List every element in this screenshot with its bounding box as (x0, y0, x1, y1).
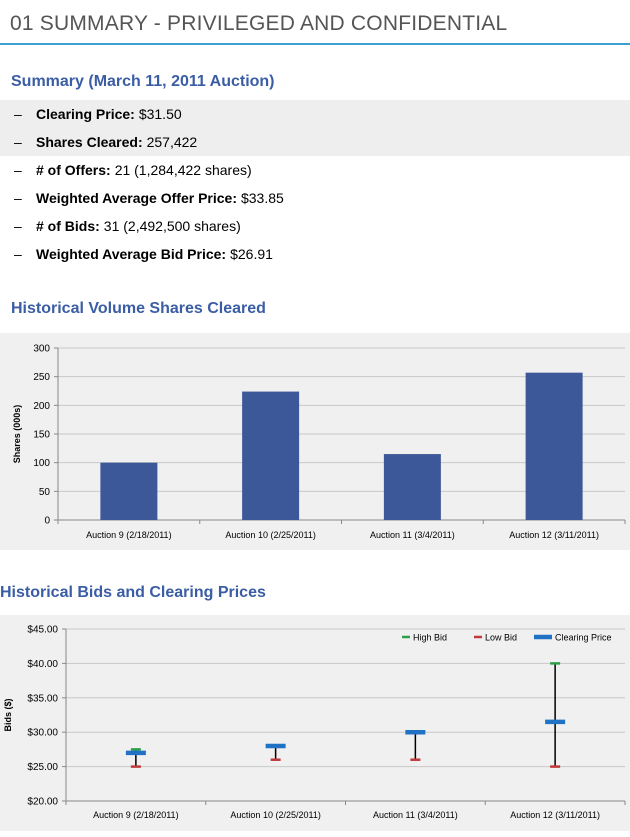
summary-item: – Clearing Price: $31.50 (0, 100, 630, 128)
x-tick-label: Auction 12 (3/11/2011) (510, 810, 600, 820)
y-tick-label: $40.00 (27, 659, 58, 670)
bar (383, 454, 441, 520)
y-tick-label: 250 (33, 372, 50, 383)
summary-list: – Clearing Price: $31.50 – Shares Cleare… (0, 100, 630, 268)
y-tick-label: 300 (33, 344, 50, 355)
y-tick-label: $20.00 (27, 797, 58, 808)
summary-item-value: 31 (2,492,500 shares) (103, 218, 241, 234)
x-tick-label: Auction 12 (3/11/2011) (509, 530, 599, 540)
legend-label: High Bid (413, 633, 447, 643)
summary-item-label: Weighted Average Bid Price: (36, 246, 227, 262)
summary-item-label: # of Offers: (36, 162, 111, 178)
y-tick-label: 0 (44, 516, 50, 527)
bar (242, 391, 300, 520)
summary-item-value: 257,422 (146, 134, 198, 150)
y-tick-label: $25.00 (27, 762, 58, 773)
summary-heading: Summary (March 11, 2011 Auction) (11, 73, 275, 90)
summary-item-value: $33.85 (240, 190, 284, 206)
volume-chart-heading: Historical Volume Shares Cleared (11, 300, 266, 317)
y-tick-label: $35.00 (27, 693, 58, 704)
legend-label: Low Bid (485, 633, 517, 643)
bar (100, 462, 158, 520)
list-dash: – (14, 246, 22, 262)
y-tick-label: 150 (33, 430, 50, 441)
y-axis-title: Shares (000s) (12, 405, 22, 464)
y-tick-label: $30.00 (27, 728, 58, 739)
summary-item-label: Clearing Price: (36, 106, 135, 122)
bids-range-chart: $20.00 $25.00 $30.00 $35.00 $40.00 $45.00 Bids… (3, 625, 626, 820)
list-dash: – (14, 106, 22, 122)
y-tick-label: $45.00 (27, 625, 58, 636)
summary-item: – Shares Cleared: 257,422 (0, 128, 630, 156)
x-tick-label: Auction 11 (3/4/2011) (373, 810, 458, 820)
summary-item: – Weighted Average Bid Price: $26.91 (0, 240, 630, 268)
summary-item-value: $26.91 (230, 246, 273, 262)
summary-item-value: 21 (1,284,422 shares) (114, 162, 252, 178)
y-tick-label: 50 (39, 487, 51, 498)
x-tick-label: Auction 9 (2/18/2011) (86, 530, 171, 540)
y-tick-label: 100 (33, 458, 50, 469)
summary-item-label: # of Bids: (36, 218, 100, 234)
summary-item-label: Weighted Average Offer Price: (36, 190, 237, 206)
summary-item-label: Shares Cleared: (36, 134, 143, 150)
volume-chart-panel: 0 50 100 150 200 250 300 Shares (000s) Auction 9… (0, 333, 630, 550)
x-tick-label: Auction 10 (2/25/2011) (230, 810, 320, 820)
list-dash: – (14, 218, 22, 234)
page-title: 01 SUMMARY - PRIVILEGED AND CONFIDENTIAL (10, 12, 508, 35)
y-axis-title: Bids ($) (3, 698, 13, 731)
title-divider (0, 43, 630, 45)
x-tick-label: Auction 10 (2/25/2011) (225, 530, 315, 540)
summary-item: – # of Offers: 21 (1,284,422 shares) (0, 156, 630, 184)
volume-bar-chart: 0 50 100 150 200 250 300 Shares (000s) Auction 9… (12, 344, 626, 540)
bids-chart-panel: $20.00 $25.00 $30.00 $35.00 $40.00 $45.00 Bids… (0, 615, 630, 831)
bids-chart-heading: Historical Bids and Clearing Prices (0, 584, 266, 601)
y-tick-label: 200 (33, 401, 50, 412)
summary-item: – Weighted Average Offer Price: $33.85 (0, 184, 630, 212)
list-dash: – (14, 190, 22, 206)
summary-item-value: $31.50 (138, 106, 182, 122)
bar (525, 372, 583, 520)
summary-item: – # of Bids: 31 (2,492,500 shares) (0, 212, 630, 240)
list-dash: – (14, 134, 22, 150)
x-tick-label: Auction 11 (3/4/2011) (370, 530, 455, 540)
list-dash: – (14, 162, 22, 178)
x-tick-label: Auction 9 (2/18/2011) (93, 810, 178, 820)
legend-label: Clearing Price (555, 633, 612, 643)
